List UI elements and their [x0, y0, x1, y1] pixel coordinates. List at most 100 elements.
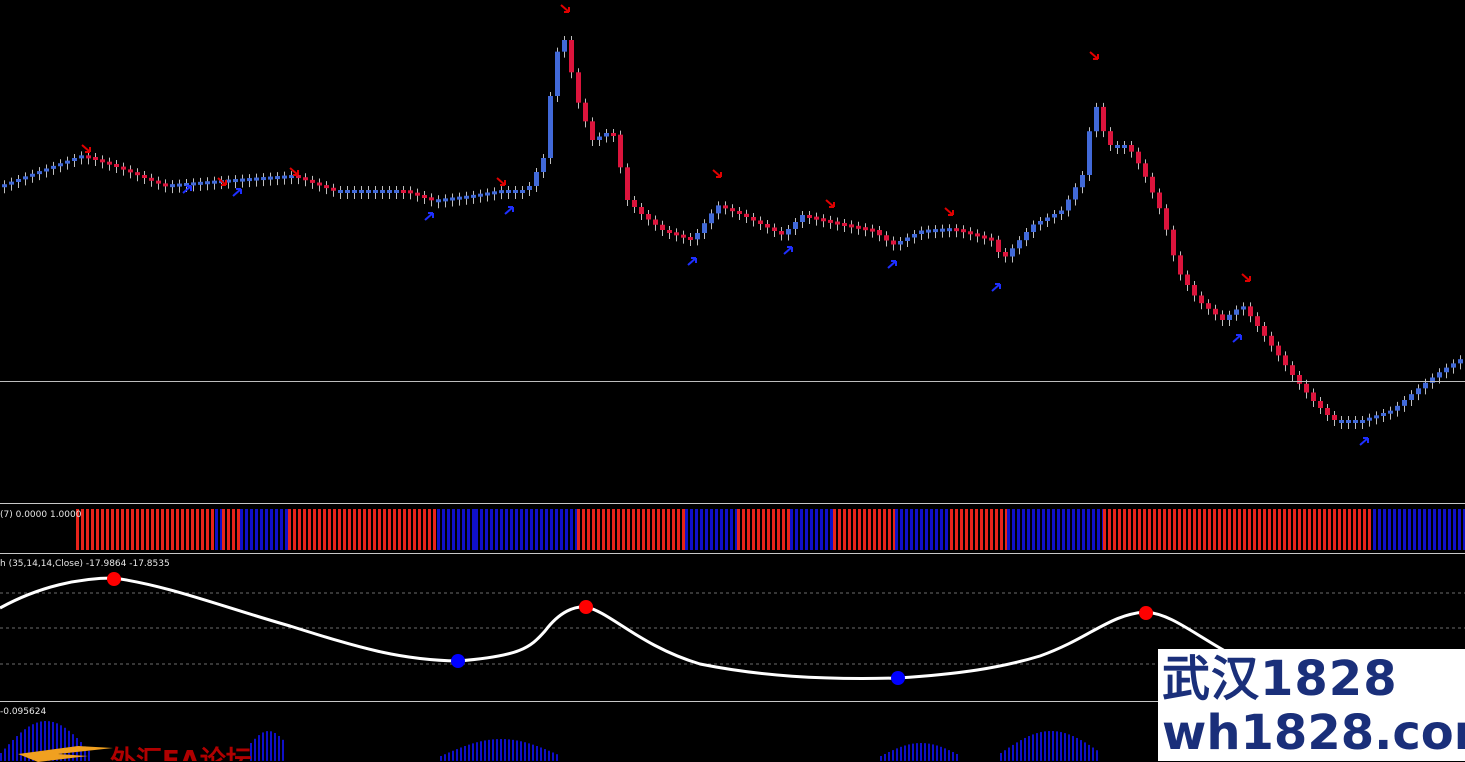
trend-bar — [782, 509, 785, 550]
candle — [842, 223, 847, 226]
trend-bar — [985, 509, 988, 550]
trend-bar — [550, 509, 553, 550]
histogram-bar — [932, 744, 934, 761]
histogram-bar — [16, 736, 18, 761]
histogram-bar — [1004, 750, 1006, 761]
candle — [730, 208, 735, 212]
histogram-bar — [84, 746, 86, 761]
trend-bar — [540, 509, 543, 550]
candle — [709, 213, 714, 224]
trend-bars-pane[interactable]: (7) 0.0000 1.0000 — [0, 505, 1465, 553]
trend-bar — [1213, 509, 1216, 550]
sell-arrow-icon — [217, 177, 227, 186]
trend-bar — [1128, 509, 1131, 550]
trend-bar — [1087, 509, 1090, 550]
candle — [37, 171, 42, 175]
candle — [919, 230, 924, 234]
trend-bar — [830, 509, 833, 550]
candle — [373, 190, 378, 193]
trend-bar — [873, 509, 876, 550]
price-chart-pane[interactable] — [0, 0, 1465, 503]
trend-bar — [467, 509, 470, 550]
histogram-bar — [452, 750, 454, 761]
candle — [1059, 210, 1064, 214]
candle — [65, 160, 70, 164]
trend-bar — [810, 509, 813, 550]
histogram-bar — [36, 722, 38, 761]
candle — [800, 215, 805, 222]
trend-bar — [1027, 509, 1030, 550]
candle — [1409, 394, 1414, 400]
candle — [1108, 131, 1113, 145]
histogram-bar — [468, 744, 470, 761]
histogram-bar — [52, 721, 54, 761]
histogram-bar — [1000, 753, 1002, 761]
candle — [415, 192, 420, 196]
trend-bar — [457, 509, 460, 550]
candle — [884, 235, 889, 241]
candle — [338, 190, 343, 193]
sell-arrow-icon — [1089, 51, 1099, 60]
trend-bar — [747, 509, 750, 550]
candle — [114, 164, 119, 167]
candle — [1185, 274, 1190, 285]
histogram-bar — [1044, 731, 1046, 761]
histogram-bar — [500, 739, 502, 761]
trend-bar — [1163, 509, 1166, 550]
candle — [520, 190, 525, 193]
trend-bar — [858, 509, 861, 550]
trend-bar — [1062, 509, 1065, 550]
trend-bar — [1463, 509, 1465, 550]
candle — [1367, 417, 1372, 421]
trend-bar — [1042, 509, 1045, 550]
trend-bar — [762, 509, 765, 550]
candle — [170, 184, 175, 188]
trend-bar — [960, 509, 963, 550]
histogram-bar — [1028, 736, 1030, 761]
candle — [891, 240, 896, 245]
candle — [436, 199, 441, 203]
trend-bar — [1113, 509, 1116, 550]
candle — [940, 228, 945, 232]
trend-bar — [685, 509, 688, 550]
histogram-bar — [520, 741, 522, 761]
candle — [303, 177, 308, 181]
histogram-bar — [48, 721, 50, 761]
candle — [1213, 308, 1218, 315]
trend-bar — [500, 509, 503, 550]
candle — [1024, 232, 1029, 241]
candle — [450, 197, 455, 201]
candle — [1325, 408, 1330, 415]
candle — [807, 215, 812, 218]
histogram-bar — [556, 754, 558, 761]
trend-bar — [222, 509, 225, 550]
candle — [1080, 175, 1085, 188]
trend-bar — [767, 509, 770, 550]
trend-bar — [245, 509, 248, 550]
trend-bar — [1408, 509, 1411, 550]
histogram-bar — [948, 750, 950, 761]
candle — [429, 197, 434, 201]
candle — [247, 178, 252, 182]
horizontal-level-line[interactable] — [0, 381, 1465, 382]
histogram-bar — [20, 732, 22, 761]
candle — [1087, 131, 1092, 175]
trend-bar — [735, 509, 738, 550]
trend-bar — [495, 509, 498, 550]
histogram-bar — [944, 748, 946, 761]
pane-separator[interactable] — [0, 701, 1465, 702]
candle — [359, 190, 364, 193]
buy-arrow-icon — [687, 257, 697, 266]
trend-bar — [1253, 509, 1256, 550]
buy-arrow-icon — [1232, 334, 1242, 343]
trend-bar — [1173, 509, 1176, 550]
pane-separator[interactable] — [0, 503, 1465, 504]
trend-bar — [215, 509, 218, 550]
candle — [1283, 355, 1288, 366]
histogram-bar — [1020, 740, 1022, 761]
candle — [380, 190, 385, 193]
candle — [1458, 359, 1463, 364]
pane-separator[interactable] — [0, 553, 1465, 554]
histogram-bar — [258, 735, 260, 761]
trend-bar — [298, 509, 301, 550]
